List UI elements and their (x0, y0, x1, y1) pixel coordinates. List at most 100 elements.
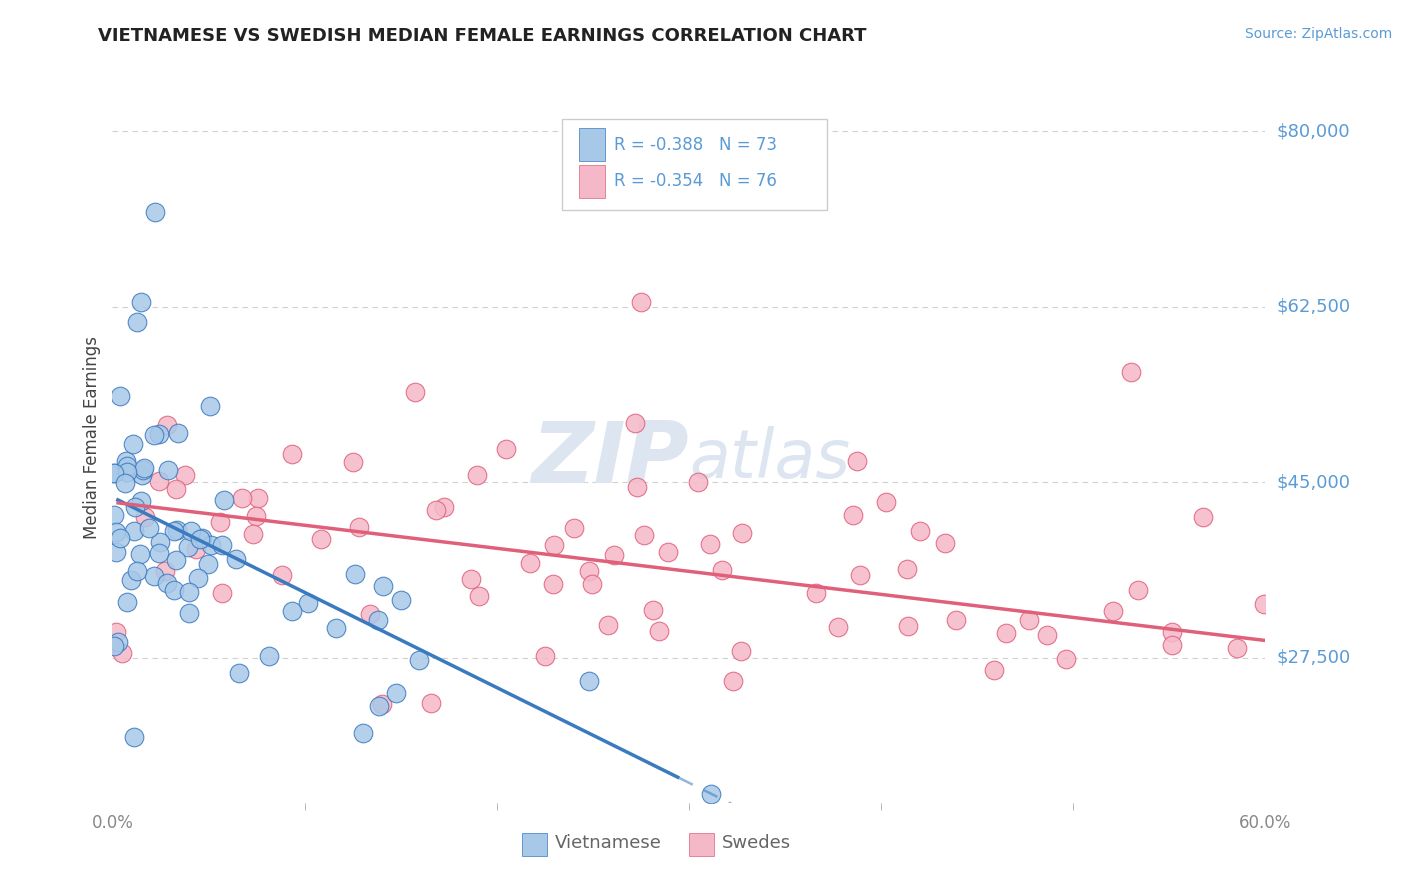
Point (103, 639, 125, 653)
Point (624, 416, 647, 430)
Point (153, 564, 176, 578)
Point (1253, 597, 1275, 611)
Point (581, 577, 603, 591)
Point (211, 539, 233, 553)
Text: $62,500: $62,500 (1277, 298, 1351, 316)
Point (730, 643, 752, 657)
Point (198, 399, 221, 413)
Point (148, 546, 170, 560)
Point (156, 575, 179, 590)
Point (190, 531, 212, 545)
Point (325, 621, 347, 635)
Text: VIETNAMESE VS SWEDISH MEDIAN FEMALE EARNINGS CORRELATION CHART: VIETNAMESE VS SWEDISH MEDIAN FEMALE EARN… (98, 27, 868, 45)
Point (849, 567, 872, 582)
Point (385, 686, 408, 700)
Point (111, 646, 134, 660)
Text: Vietnamese: Vietnamese (555, 834, 662, 852)
Point (271, 567, 294, 582)
Text: Swedes: Swedes (723, 834, 792, 852)
Point (603, 548, 626, 562)
Point (845, 453, 868, 467)
Point (163, 524, 186, 539)
Point (342, 455, 364, 469)
Point (179, 606, 201, 620)
Point (657, 545, 679, 559)
Point (578, 564, 600, 578)
Point (910, 524, 932, 538)
Point (531, 813, 554, 827)
Point (184, 542, 207, 557)
Point (280, 604, 302, 618)
Point (370, 697, 392, 711)
Point (129, 547, 152, 561)
Point (148, 474, 170, 488)
Point (896, 561, 918, 575)
Point (626, 480, 648, 494)
Point (187, 570, 209, 584)
Point (467, 589, 489, 603)
Point (630, 294, 652, 309)
Point (686, 475, 709, 489)
Point (104, 524, 127, 539)
Point (367, 614, 389, 628)
Point (115, 453, 138, 467)
Point (1102, 604, 1125, 618)
Point (131, 463, 153, 477)
Point (359, 607, 381, 621)
Point (541, 576, 564, 591)
Point (425, 503, 447, 517)
Point (173, 468, 195, 483)
Point (131, 468, 153, 483)
Point (103, 466, 125, 480)
Point (519, 556, 541, 570)
Point (107, 635, 129, 649)
FancyBboxPatch shape (689, 833, 714, 856)
Text: R = -0.354   N = 76: R = -0.354 N = 76 (614, 172, 778, 190)
Point (1192, 509, 1215, 524)
Point (132, 461, 155, 475)
Point (142, 428, 165, 442)
Point (209, 515, 232, 529)
Point (231, 491, 253, 505)
Point (200, 538, 222, 552)
Point (228, 666, 250, 681)
Point (389, 593, 412, 607)
Point (122, 731, 145, 745)
Point (225, 552, 247, 566)
Point (124, 500, 146, 515)
Point (214, 493, 236, 508)
Point (177, 541, 200, 555)
Point (710, 563, 733, 577)
Point (460, 572, 482, 586)
Point (1018, 613, 1040, 627)
Point (245, 509, 267, 524)
Point (297, 596, 319, 610)
Point (641, 603, 664, 617)
Point (197, 557, 219, 571)
Text: atlas: atlas (689, 426, 851, 492)
Point (433, 500, 456, 514)
Text: ZIP: ZIP (531, 417, 689, 500)
Text: $45,000: $45,000 (1277, 473, 1351, 491)
Point (1226, 641, 1249, 656)
Point (242, 527, 264, 541)
Point (142, 569, 165, 583)
Point (108, 531, 131, 545)
Point (533, 649, 555, 664)
Point (343, 566, 366, 581)
Point (115, 466, 138, 480)
Point (127, 315, 149, 329)
Point (721, 673, 744, 688)
Point (125, 564, 148, 578)
Point (648, 624, 671, 638)
FancyBboxPatch shape (579, 165, 605, 197)
Point (994, 625, 1017, 640)
Point (156, 463, 179, 477)
Point (180, 524, 202, 538)
Point (699, 536, 721, 550)
Point (115, 595, 138, 609)
Point (347, 519, 370, 533)
Point (110, 389, 132, 403)
Point (177, 585, 200, 599)
Point (105, 545, 128, 559)
